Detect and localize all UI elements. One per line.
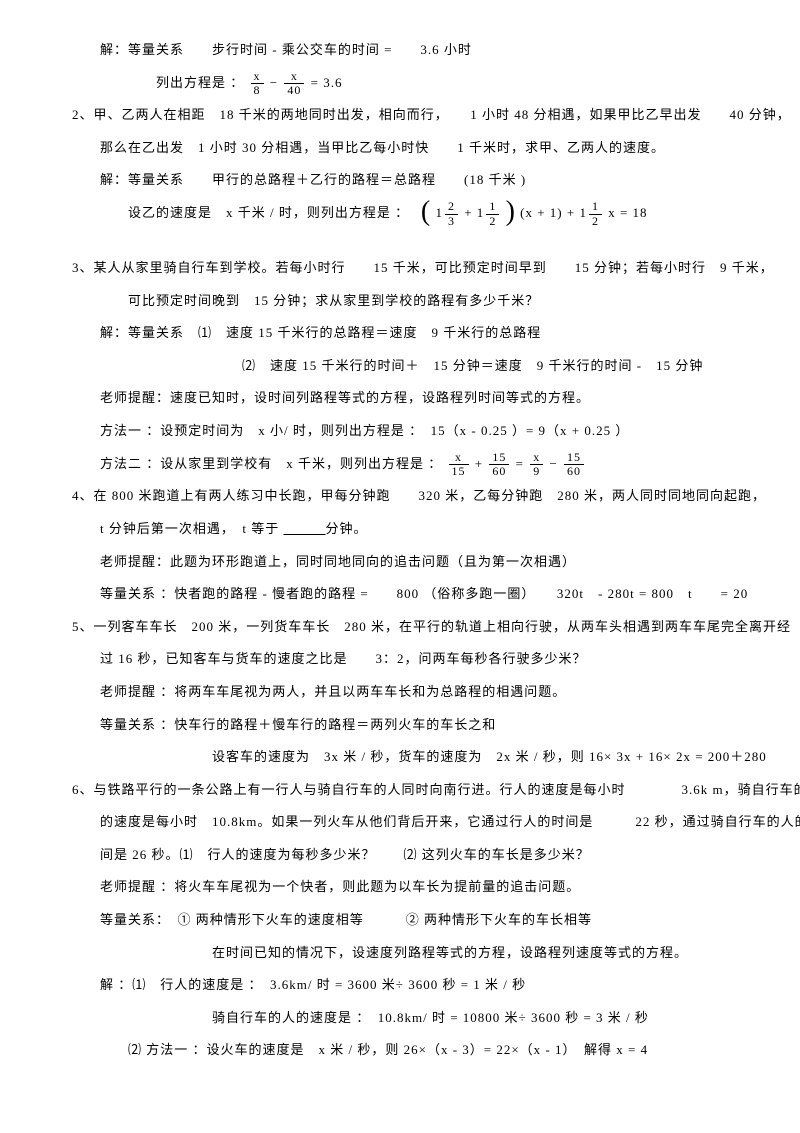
p2-eq-label: 设乙的速度是 x 千米 / 时，则列出方程是 ： (128, 205, 403, 220)
p3-l4: ⑵ 速度 15 千米行的时间＋ 15 分钟＝速度 9 千米行的时间 - 15 分… (72, 352, 752, 381)
p2-end: x = 18 (608, 205, 647, 220)
p6-l8: 骑自行车的人的速度是 ： 10.8km/ 时 = 10800 米÷ 3600 秒… (72, 1004, 752, 1033)
lparen-icon: ( (421, 198, 431, 226)
blank-underline (283, 521, 325, 536)
frac-15-60a: 1560 (489, 451, 509, 478)
frac-1-2a: 12 (486, 200, 499, 227)
p2-l1: 2、甲、乙两人在相距 18 千米的两地同时出发，相向而行， 1 小时 48 分相… (72, 101, 752, 130)
p4-l2c: 分钟。 (326, 521, 368, 536)
p4-l2a: t 分钟后第一次相遇， t 等于 (100, 521, 283, 536)
minus: − (270, 75, 283, 90)
p3-equation: 方法二 ：设从家里到学校有 x 千米，则列出方程是 ： x15 + 1560 =… (72, 450, 752, 479)
one: 1 (435, 205, 443, 220)
frac-x-15: x15 (449, 451, 469, 478)
p5-l1: 5、一列客车车长 200 米，一列货车车长 280 米，在平行的轨道上相向行驶，… (72, 613, 752, 642)
frac-x-8: x8 (251, 70, 264, 97)
p3-l5: 老师提醒：速度已知时，设时间列路程等式的方程，设路程列时间等式的方程。 (72, 384, 752, 413)
p6-l2: 的速度是每小时 10.8km。如果一列火车从他们背后开来，它通过行人的时间是 2… (72, 808, 752, 837)
p1-eq-label: 列出方程是 ： (156, 75, 244, 90)
p6-l6: 在时间已知的情况下，设速度列路程等式的方程，设路程列速度等式的方程。 (72, 939, 752, 968)
p3-eq-label: 方法二 ：设从家里到学校有 x 千米，则列出方程是 ： (100, 456, 442, 471)
plus2: + (475, 456, 488, 471)
p4-l3: 老师提醒：此题为环形跑道上，同时同地同向的追击问题（且为第一次相遇） (72, 548, 752, 577)
minus2: − (549, 456, 562, 471)
frac-1-2b: 12 (589, 200, 602, 227)
frac-x-40: x40 (284, 70, 304, 97)
p4-l1: 4、在 800 米跑道上有两人练习中长跑，甲每分钟跑 320 米，乙每分钟跑 2… (72, 482, 752, 511)
p3-l3: 解：等量关系 ⑴ 速度 15 千米行的总路程＝速度 9 千米行的总路程 (72, 319, 752, 348)
p5-l3: 老师提醒 ：将两车车尾视为两人，并且以两车车长和为总路程的相遇问题。 (72, 678, 752, 707)
p6-l7: 解 ：⑴ 行人的速度是 ： 3.6km/ 时 = 3600 米÷ 3600 秒 … (72, 971, 752, 1000)
p3-l2: 可比预定时间晚到 15 分钟；求从家里到学校的路程有多少千米？ (72, 287, 752, 316)
p1-eq-rhs: = 3.6 (311, 75, 343, 90)
p6-l3: 间是 26 秒。⑴ 行人的速度为每秒多少米？ ⑵ 这列火车的车长是多少米？ (72, 841, 752, 870)
p2-l2: 那么在乙出发 1 小时 30 分相遇，当甲比乙每小时快 1 千米时，求甲、乙两人… (72, 134, 752, 163)
p6-l5: 等量关系： ① 两种情形下火车的速度相等 ② 两种情形下火车的车长相等 (72, 906, 752, 935)
rparen-icon: ) (506, 198, 516, 226)
p2-equation: 设乙的速度是 x 千米 / 时，则列出方程是 ： ( 123 + 112 ) (… (72, 199, 752, 228)
frac-15-60b: 1560 (564, 451, 584, 478)
p6-l1: 6、与铁路平行的一条公路上有一行人与骑自行车的人同时向南行进。行人的速度是每小时… (72, 776, 752, 805)
p5-l2: 过 16 秒，已知客车与货车的速度之比是 3：2，问两车每秒各行驶多少米？ (72, 645, 752, 674)
p3-l1: 3、某人从家里骑自行车到学校。若每小时行 15 千米，可比预定时间早到 15 分… (72, 254, 752, 283)
p6-l9: ⑵ 方法一 ：设火车的速度是 x 米 / 秒，则 26×（x - 3）= 22×… (72, 1036, 752, 1065)
p4-l4: 等量关系 ：快者跑的路程 - 慢者跑的路程 = 800 （俗称多跑一圈） 320… (72, 580, 752, 609)
p4-l2: t 分钟后第一次相遇， t 等于 分钟。 (72, 515, 752, 544)
p3-l6: 方法一 ：设预定时间为 x 小/ 时，则列出方程是 ： 15（x - 0.25 … (72, 417, 752, 446)
p1-solution-l1: 解：等量关系 步行时间 - 乘公交车的时间 = 3.6 小时 (72, 36, 752, 65)
frac-x-9: x9 (530, 451, 543, 478)
p5-l5: 设客车的速度为 3x 米 / 秒，货车的速度为 2x 米 / 秒，则 16× 3… (72, 743, 752, 772)
plus: + 1 (464, 205, 484, 220)
p1-equation: 列出方程是 ： x8 − x40 = 3.6 (72, 69, 752, 98)
p5-l4: 等量关系 ：快车行的路程＋慢车行的路程＝两列火车的车长之和 (72, 711, 752, 740)
frac-2-3: 23 (445, 200, 458, 227)
p2-mid: (x + 1) + 1 (520, 205, 587, 220)
p2-l3: 解：等量关系 甲行的总路程＋乙行的路程＝总路程 (18 千米 ) (72, 166, 752, 195)
p6-l4: 老师提醒 ：将火车车尾视为一个快者，则此题为以车长为提前量的追击问题。 (72, 873, 752, 902)
eq: = (516, 456, 529, 471)
